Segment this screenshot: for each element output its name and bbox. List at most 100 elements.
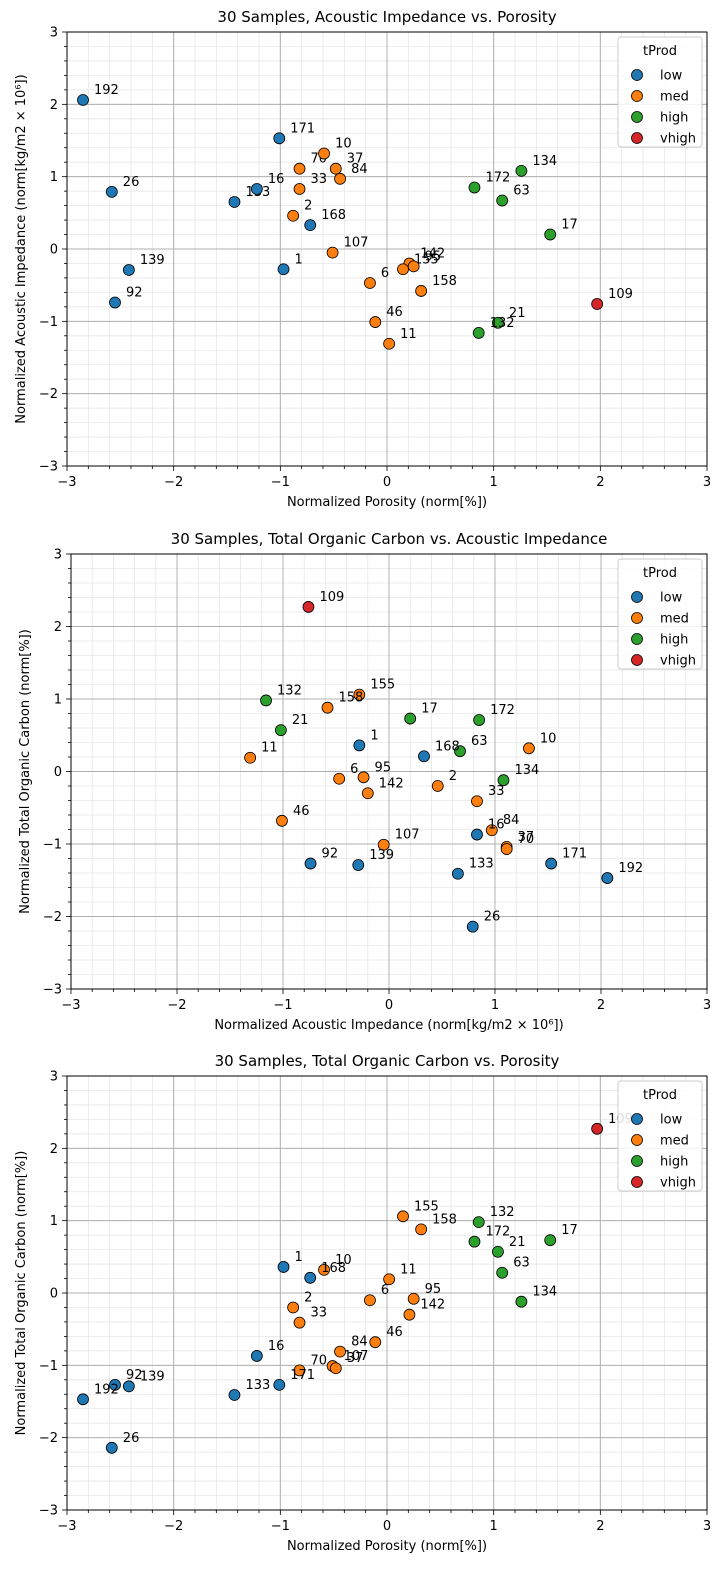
- data-point: [274, 724, 287, 737]
- data-point: [244, 751, 257, 764]
- data-point: [318, 147, 330, 160]
- point-label: 17: [561, 1223, 578, 1238]
- x-tick-label: −2: [164, 475, 183, 490]
- legend-entry-high: high: [660, 1155, 688, 1170]
- point-label: 107: [344, 1349, 369, 1364]
- x-axis-label: Normalized Porosity (norm[%]): [287, 495, 487, 510]
- legend-marker-med: [631, 612, 643, 624]
- data-point: [492, 1245, 504, 1258]
- data-point: [415, 285, 428, 297]
- data-point: [544, 1234, 557, 1247]
- point-label: 1: [295, 1250, 303, 1265]
- data-point: [277, 263, 290, 276]
- legend-marker-low: [631, 591, 643, 603]
- legend-entry-med: med: [660, 90, 689, 105]
- y-tick-label: 1: [54, 693, 62, 708]
- legend-title: tProd: [643, 566, 677, 581]
- data-point: [397, 263, 409, 276]
- data-point: [473, 714, 486, 726]
- point-label: 21: [509, 1235, 526, 1250]
- point-label: 109: [608, 287, 633, 302]
- x-tick-label: 0: [383, 475, 391, 490]
- point-label: 11: [400, 1262, 417, 1277]
- chart-title: 30 Samples, Total Organic Carbon vs. Aco…: [171, 530, 608, 548]
- point-label: 192: [618, 861, 643, 876]
- y-tick-label: 2: [50, 98, 58, 113]
- y-tick-label: −2: [39, 1431, 58, 1446]
- point-label: 26: [123, 1431, 140, 1446]
- point-label: 92: [322, 847, 339, 862]
- y-tick-label: 3: [50, 1070, 58, 1085]
- point-label: 1: [295, 252, 303, 267]
- data-point: [333, 772, 346, 785]
- point-label: 16: [268, 1339, 285, 1354]
- y-tick-label: −1: [39, 1359, 58, 1374]
- x-tick-label: 3: [703, 1519, 711, 1534]
- chart-panel-3: −3 −2 −1 0 1 2 3 −3 −2 −1 0 1 2 3 30 Samples, Total Or…: [14, 1052, 711, 1554]
- data-point: [496, 1266, 509, 1279]
- data-point: [468, 181, 481, 194]
- x-tick-label: 2: [596, 475, 604, 490]
- data-point: [383, 337, 396, 350]
- point-label: 37: [347, 1351, 364, 1366]
- legend-entry-high: high: [660, 633, 688, 648]
- point-label: 155: [370, 678, 395, 693]
- point-label: 158: [339, 691, 364, 706]
- point-label: 26: [484, 910, 501, 925]
- point-label: 46: [386, 305, 403, 320]
- data-point: [318, 1263, 330, 1276]
- data-point: [466, 920, 479, 933]
- point-label: 172: [490, 703, 515, 718]
- legend-marker-low: [631, 1113, 643, 1125]
- data-point: [545, 857, 558, 870]
- data-point: [304, 857, 317, 870]
- point-label: 33: [488, 784, 505, 799]
- data-point: [293, 162, 306, 175]
- data-point: [404, 712, 417, 725]
- data-point: [260, 694, 272, 707]
- y-tick-label: 0: [50, 1287, 58, 1302]
- legend-marker-low: [631, 69, 643, 81]
- point-label: 17: [421, 702, 438, 717]
- x-tick-label: 3: [703, 998, 711, 1013]
- legend-entry-high: high: [660, 111, 688, 126]
- point-label: 95: [425, 249, 442, 264]
- point-label: 63: [513, 184, 530, 199]
- x-tick-label: 0: [385, 998, 393, 1013]
- scatter-points: 1922613316171168139921701037338421076142…: [77, 83, 633, 350]
- data-point: [591, 298, 604, 310]
- chart-title: 30 Samples, Acoustic Impedance vs. Poros…: [217, 8, 556, 26]
- y-tick-label: −3: [43, 983, 62, 998]
- point-label: 133: [469, 857, 494, 872]
- point-label: 171: [290, 1368, 315, 1383]
- data-point: [287, 1301, 300, 1314]
- legend-entry-low: low: [660, 591, 683, 606]
- point-label: 2: [304, 1290, 312, 1305]
- data-point: [515, 164, 528, 177]
- point-label: 84: [351, 162, 368, 177]
- y-tick-label: 1: [50, 170, 58, 185]
- data-point: [497, 774, 510, 787]
- data-point: [304, 1271, 317, 1284]
- y-tick-label: −2: [43, 910, 62, 925]
- data-point: [228, 1389, 241, 1401]
- data-point: [352, 859, 365, 871]
- legend-marker-vhigh: [631, 132, 643, 144]
- data-point: [451, 867, 464, 880]
- point-label: 134: [532, 154, 557, 169]
- point-label: 6: [381, 266, 389, 281]
- point-label: 16: [268, 172, 285, 187]
- data-point: [326, 246, 339, 259]
- data-point: [383, 1273, 396, 1286]
- data-point: [109, 1378, 121, 1391]
- data-point: [77, 1393, 89, 1406]
- data-point: [273, 132, 286, 145]
- point-label: 11: [400, 327, 417, 342]
- y-tick-label: 0: [54, 765, 62, 780]
- data-point: [471, 795, 483, 808]
- point-label: 132: [490, 316, 515, 331]
- legend: tProd low med high vhigh: [617, 558, 703, 670]
- data-point: [601, 872, 614, 884]
- data-point: [403, 1308, 416, 1321]
- point-label: 172: [485, 171, 510, 186]
